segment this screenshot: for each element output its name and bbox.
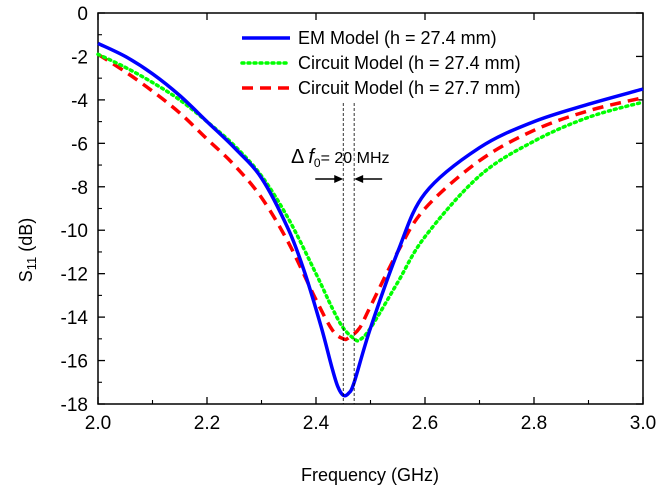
- y-axis-label-sub: 11: [24, 257, 39, 271]
- y-axis-label-main: S: [16, 270, 36, 282]
- x-tick-label: 2.4: [303, 413, 330, 434]
- y-axis-label-rest: (dB): [16, 218, 36, 257]
- delta-symbol: Δ: [291, 146, 304, 168]
- arrow-left-head: [334, 175, 344, 183]
- y-tick-label: -6: [71, 134, 88, 155]
- x-tick-label: 2.2: [194, 413, 220, 434]
- f-subscript: 0: [314, 156, 321, 170]
- delta-f-value: = 20 MHz: [321, 150, 390, 167]
- series-line-1: [97, 41, 644, 398]
- legend-label-1: EM Model (h = 27.4 mm): [298, 28, 497, 48]
- f-symbol: f: [308, 146, 316, 168]
- legend-label-2: Circuit Model (h = 27.4 mm): [298, 53, 521, 73]
- y-axis-label: S11 (dB): [16, 218, 39, 283]
- y-tick-label: 0: [77, 4, 88, 25]
- x-tick-label: 3.0: [630, 413, 656, 434]
- series-line-3: [97, 52, 644, 342]
- legend: EM Model (h = 27.4 mm) Circuit Model (h =…: [240, 28, 521, 98]
- x-tick-label: 2.0: [85, 413, 111, 434]
- y-tick-label: -2: [71, 47, 88, 68]
- y-tick-label: -16: [61, 352, 88, 373]
- x-tick-label: 2.6: [412, 413, 438, 434]
- y-tick-label: -10: [61, 221, 88, 242]
- series-layer: [96, 41, 645, 398]
- y-tick-label: -4: [71, 91, 88, 112]
- x-tick-label: 2.8: [521, 413, 547, 434]
- y-tick-label: -12: [61, 265, 88, 286]
- axis-ticks: 2.0 2.2 2.4 2.6 2.8 3.0 0 -2 -4 -6 -8 -10 -12 -14 -16 -…: [61, 4, 657, 434]
- y-tick-label: -8: [71, 178, 88, 199]
- y-tick-label: -18: [61, 395, 88, 416]
- series-line-2: [96, 52, 645, 343]
- y-tick-label: -14: [61, 308, 89, 329]
- arrow-right-head: [354, 175, 364, 183]
- x-axis-label: Frequency (GHz): [301, 465, 439, 485]
- legend-label-3: Circuit Model (h = 27.7 mm): [298, 78, 521, 98]
